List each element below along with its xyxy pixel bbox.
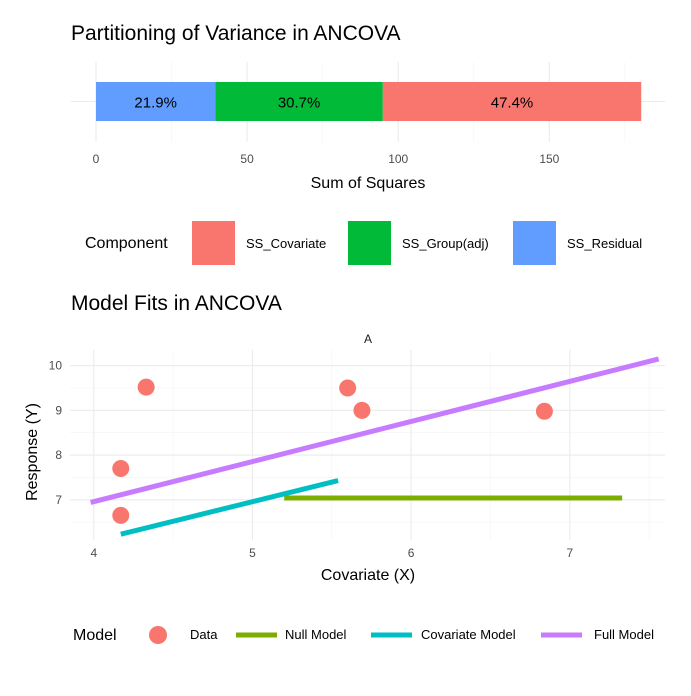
fit-legend-label-covariate-model: Covariate Model [421,627,516,642]
bar-label-ss-residual: 21.9% [134,95,177,112]
bar-legend-key-ss-group-adj [348,221,391,265]
bar-x-tick-label: 100 [388,152,408,166]
fit-x-tick-label: 7 [566,546,573,560]
fit-x-tick-label: 5 [249,546,256,560]
bar-x-ticks: 0 50 100 150 [93,152,560,166]
fit-legend-label-null-model: Null Model [285,627,347,642]
bar-segments [96,82,642,121]
fit-legend: Data Null Model Covariate Model Full Model [149,626,654,644]
fit-legend-title: Model [73,627,117,644]
bar-x-axis-title: Sum of Squares [311,175,426,192]
fit-legend-label-data: Data [190,627,218,642]
fit-y-tick-label: 10 [49,359,63,373]
fit-legend-key-data [149,626,167,644]
fit-y-tick-label: 8 [55,448,62,462]
bar-legend-title: Component [85,235,168,252]
facet-label: A [364,332,372,346]
bar-legend-key-ss-covariate [192,221,235,265]
bar-legend-key-ss-residual [513,221,556,265]
fit-y-axis-title: Response (Y) [24,403,41,501]
fit-chart-title: Model Fits in ANCOVA [71,292,282,315]
data-point [535,402,553,420]
fit-y-ticks: 7 8 9 10 [49,359,63,507]
bar-data-labels: 21.9% 30.7% 47.4% [134,95,533,112]
bar-legend-label-ss-group-adj: SS_Group(adj) [402,236,489,251]
bar-label-ss-covariate: 47.4% [491,95,534,112]
fit-legend-label-full-model: Full Model [594,627,654,642]
bar-label-ss-group-adj: 30.7% [278,95,321,112]
bar-segment-ss-residual [96,82,216,121]
fit-x-axis-title: Covariate (X) [321,567,415,584]
data-point [137,378,155,396]
data-point [112,459,130,477]
bar-legend-label-ss-residual: SS_Residual [567,236,642,251]
bar-segment-ss-group-adj [215,82,383,121]
data-point [353,401,371,419]
bar-x-tick-label: 150 [539,152,559,166]
fit-data-points [112,378,553,524]
fit-line-full-model [90,356,660,505]
fit-y-tick-label: 9 [55,403,62,417]
fit-model-lines [90,356,660,537]
bar-legend-label-ss-covariate: SS_Covariate [246,236,326,251]
bar-x-tick-label: 0 [93,152,100,166]
fit-y-tick-label: 7 [55,493,62,507]
data-point [112,506,130,524]
fit-x-tick-label: 6 [408,546,415,560]
fit-x-tick-label: 4 [90,546,97,560]
bar-legend: SS_Covariate SS_Group(adj) SS_Residual [192,221,642,265]
bar-segment-ss-covariate [382,82,642,121]
data-point [339,379,357,397]
fit-x-ticks: 4 5 6 7 [90,546,573,560]
bar-x-tick-label: 50 [240,152,254,166]
bar-chart-title: Partitioning of Variance in ANCOVA [71,22,401,45]
fit-line-covariate-model [120,478,339,537]
